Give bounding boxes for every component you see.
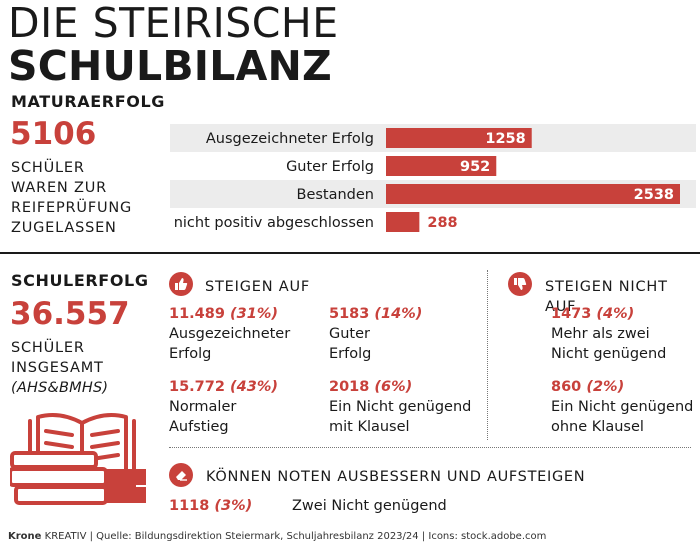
- schulerfolg-heading: SCHULERFOLG: [11, 271, 149, 290]
- item-label-line: Aufstieg: [169, 419, 229, 435]
- item-value: 860: [551, 379, 582, 395]
- ausbessern-value: 1118 (3%): [169, 496, 252, 516]
- footer-brand: Krone: [8, 531, 42, 542]
- chart-value-label: 2538: [634, 187, 674, 203]
- item-pct: (4%): [596, 306, 635, 322]
- chart-bar: [386, 184, 680, 204]
- matura-caption-line: REIFEPRÜFUNG: [11, 200, 133, 216]
- matura-total: 5106: [10, 116, 97, 152]
- title-line-1: DIE STEIRISCHE: [8, 0, 339, 47]
- ausbessern-heading: KÖNNEN NOTEN AUSBESSERN UND AUFSTEIGEN: [206, 469, 586, 485]
- schulerfolg-total: 36.557: [10, 296, 130, 332]
- item-value: 15.772: [169, 379, 225, 395]
- item-value: 1118: [169, 498, 210, 514]
- chart-bar: [386, 128, 532, 148]
- matura-caption-line: SCHÜLER: [11, 160, 85, 176]
- item-pct: (2%): [586, 379, 625, 395]
- chart-bar: [386, 212, 420, 232]
- item-label-line: Erfolg: [329, 346, 372, 362]
- book-stack-icon: [10, 413, 146, 505]
- steigen-auf-item: 5183 (14%) Guter Erfolg: [329, 304, 422, 364]
- title-line-2: SCHULBILANZ: [8, 42, 332, 90]
- chart-value-label: 288: [427, 215, 457, 231]
- matura-heading: MATURAERFOLG: [11, 92, 165, 111]
- footer: Krone KREATIV | Quelle: Bildungsdirektio…: [8, 531, 546, 542]
- item-value: 11.489: [169, 306, 225, 322]
- item-pct: (3%): [214, 498, 253, 514]
- ausbessern-label: Zwei Nicht genügend: [292, 498, 447, 514]
- matura-caption-line: WAREN ZUR: [11, 180, 107, 196]
- footer-source: | Quelle: Bildungsdirektion Steiermark, …: [89, 531, 547, 542]
- item-label-line: Ein Nicht genügend: [329, 399, 472, 415]
- chart-bar: [386, 156, 497, 176]
- thumbs-up-icon: [169, 272, 193, 296]
- item-pct: (43%): [230, 379, 278, 395]
- chart-category-label: nicht positiv abgeschlossen: [174, 215, 374, 231]
- matura-caption: SCHÜLER WAREN ZUR REIFEPRÜFUNG ZUGELASSE…: [11, 158, 132, 238]
- item-label-line: Nicht genügend: [551, 346, 667, 362]
- steigen-auf-item: 11.489 (31%) Ausgezeichneter Erfolg: [169, 304, 290, 364]
- matura-bar-chart: Ausgezeichneter Erfolg 1258 Guter Erfolg 95…: [170, 124, 696, 232]
- item-label-line: Mehr als zwei: [551, 326, 650, 342]
- schulerfolg-caption-line: INSGESAMT: [11, 360, 104, 376]
- item-value: 2018: [329, 379, 370, 395]
- item-label-line: Erfolg: [169, 346, 212, 362]
- column-divider: [487, 270, 488, 440]
- steigen-nicht-auf-item: 860 (2%) Ein Nicht genügend ohne Klausel: [551, 377, 693, 437]
- item-label-line: mit Klausel: [329, 419, 410, 435]
- steigen-nicht-auf-item: 1473 (4%) Mehr als zwei Nicht genügend: [551, 304, 666, 364]
- item-label-line: ohne Klausel: [551, 419, 644, 435]
- item-value: 5183: [329, 306, 370, 322]
- footer-brand-suffix: KREATIV: [44, 531, 87, 542]
- steigen-nicht-auf-heading: STEIGEN NICHT AUF: [545, 279, 668, 315]
- chart-value-label: 952: [460, 159, 490, 175]
- chart-category-label: Ausgezeichneter Erfolg: [206, 131, 374, 147]
- item-pct: (31%): [230, 306, 278, 322]
- thumbs-down-icon: [508, 272, 532, 296]
- item-label-line: Guter: [329, 326, 370, 342]
- item-label-line: Ein Nicht genügend: [551, 399, 694, 415]
- item-pct: (6%): [374, 379, 413, 395]
- item-label-line: Ausgezeichneter: [169, 326, 291, 342]
- item-label-line: Normaler: [169, 399, 237, 415]
- schulerfolg-caption-note: (AHS&BMHS): [11, 380, 109, 396]
- item-pct: (14%): [374, 306, 423, 322]
- chart-category-label: Bestanden: [297, 187, 375, 203]
- steigen-auf-item: 15.772 (43%) Normaler Aufstieg: [169, 377, 278, 437]
- chart-category-label: Guter Erfolg: [286, 159, 374, 175]
- schulerfolg-caption: SCHÜLER INSGESAMT (AHS&BMHS): [11, 338, 108, 398]
- steigen-auf-item: 2018 (6%) Ein Nicht genügend mit Klausel: [329, 377, 471, 437]
- section-divider: [0, 252, 700, 254]
- eraser-icon: [169, 463, 193, 487]
- item-value: 1473: [551, 306, 592, 322]
- schulerfolg-caption-line: SCHÜLER: [11, 340, 85, 356]
- ausbessern-divider: [169, 447, 691, 448]
- chart-value-label: 1258: [485, 131, 525, 147]
- matura-caption-line: ZUGELASSEN: [11, 220, 117, 236]
- steigen-auf-heading: STEIGEN AUF: [205, 279, 311, 295]
